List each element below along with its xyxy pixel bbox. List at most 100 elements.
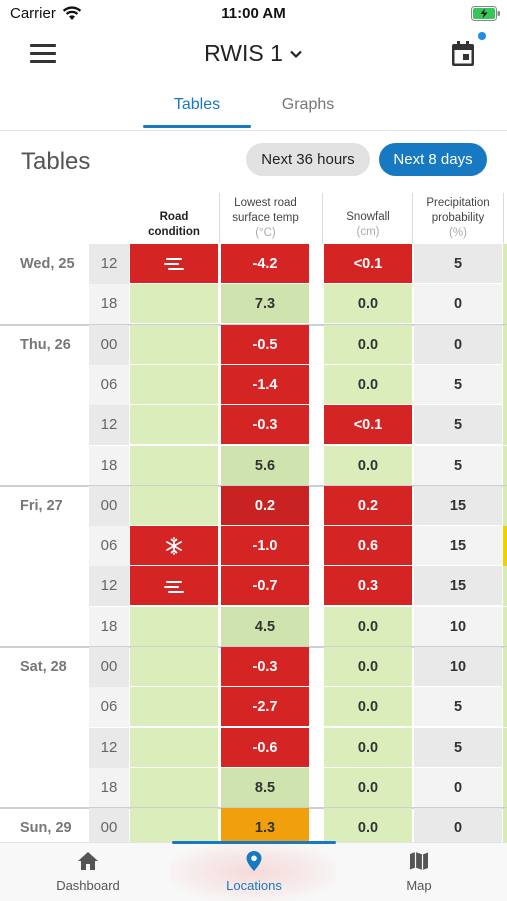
road-temp-cell[interactable]: 5.6 bbox=[221, 445, 309, 485]
snowfall-cell[interactable]: 0.3 bbox=[324, 566, 412, 606]
road-temp-cell[interactable]: -2.7 bbox=[221, 687, 309, 727]
snowfall-cell[interactable]: 0.0 bbox=[324, 606, 412, 646]
road-condition-cell[interactable] bbox=[130, 526, 218, 566]
precipitation-cell[interactable]: 15 bbox=[414, 526, 502, 566]
road-condition-cell[interactable] bbox=[130, 808, 218, 842]
precip-header-unit: (%) bbox=[449, 227, 467, 239]
precip-header-line1: Precipitation bbox=[426, 197, 490, 209]
day-label: Sat, 28 bbox=[20, 659, 67, 675]
road-temp-cell[interactable]: -1.4 bbox=[221, 364, 309, 404]
column-header-temperature: Lowest road surface temp (°C) bbox=[221, 196, 310, 241]
battery-charging-icon bbox=[471, 6, 500, 21]
view-tabs: Tables Graphs bbox=[0, 84, 507, 131]
precipitation-cell[interactable]: 5 bbox=[414, 445, 502, 485]
road-temp-cell[interactable]: -0.6 bbox=[221, 727, 309, 767]
precipitation-cell[interactable]: 5 bbox=[414, 687, 502, 727]
next-column-edge bbox=[503, 647, 507, 687]
notification-dot bbox=[478, 32, 486, 40]
precipitation-cell[interactable]: 0 bbox=[414, 284, 502, 324]
next-36-hours-button[interactable]: Next 36 hours bbox=[246, 143, 370, 176]
nav-dashboard-label: Dashboard bbox=[56, 878, 120, 893]
snowfall-cell[interactable]: 0.0 bbox=[324, 647, 412, 686]
road-temp-cell[interactable]: 0.2 bbox=[221, 485, 309, 525]
snowfall-cell[interactable]: 0.0 bbox=[324, 445, 412, 485]
road-condition-cell[interactable] bbox=[130, 647, 218, 686]
nav-map[interactable]: Map bbox=[359, 849, 479, 893]
column-divider bbox=[503, 193, 504, 243]
road-condition-cell[interactable] bbox=[130, 244, 218, 283]
snowfall-cell[interactable]: 0.2 bbox=[324, 485, 412, 525]
precipitation-cell[interactable]: 5 bbox=[414, 405, 502, 445]
next-column-edge bbox=[503, 485, 507, 526]
forecast-table[interactable]: Wed, 25 12 -4.2 <0.1 5 18 7.3 0.0 0 Thu, 26 00 -0.5… bbox=[0, 244, 507, 842]
road-temp-cell[interactable]: -0.3 bbox=[221, 405, 309, 445]
hour-label: 06 bbox=[89, 687, 129, 728]
tab-graphs[interactable]: Graphs bbox=[281, 96, 335, 113]
road-temp-cell[interactable]: 7.3 bbox=[221, 284, 309, 324]
next-column-edge bbox=[503, 606, 507, 647]
road-condition-cell[interactable] bbox=[130, 284, 218, 324]
calendar-icon[interactable] bbox=[450, 40, 476, 68]
next-8-days-button[interactable]: Next 8 days bbox=[379, 143, 487, 176]
precipitation-cell[interactable]: 5 bbox=[414, 244, 502, 283]
fog-icon bbox=[164, 256, 184, 272]
station-name: RWIS 1 bbox=[204, 40, 283, 66]
next-column-edge bbox=[503, 364, 507, 405]
road-condition-cell[interactable] bbox=[130, 405, 218, 445]
snowfall-cell[interactable]: 0.0 bbox=[324, 284, 412, 324]
precipitation-cell[interactable]: 0 bbox=[414, 808, 502, 842]
road-condition-cell[interactable] bbox=[130, 485, 218, 525]
precipitation-cell[interactable]: 10 bbox=[414, 647, 502, 686]
bottom-navigation: Dashboard Locations Map bbox=[0, 841, 507, 901]
map-icon bbox=[410, 852, 428, 870]
road-temp-cell[interactable]: 4.5 bbox=[221, 606, 309, 646]
snowfall-cell[interactable]: 0.0 bbox=[324, 687, 412, 727]
road-temp-cell[interactable]: -0.5 bbox=[221, 324, 309, 364]
hamburger-menu-icon[interactable] bbox=[30, 44, 56, 66]
nav-locations[interactable]: Locations bbox=[194, 849, 314, 893]
road-condition-cell[interactable] bbox=[130, 606, 218, 646]
fog-icon bbox=[164, 578, 184, 594]
road-temp-cell[interactable]: -4.2 bbox=[221, 244, 309, 283]
precipitation-cell[interactable]: 15 bbox=[414, 566, 502, 606]
precipitation-cell[interactable]: 0 bbox=[414, 767, 502, 807]
precipitation-cell[interactable]: 5 bbox=[414, 727, 502, 767]
road-temp-cell[interactable]: -0.3 bbox=[221, 647, 309, 686]
road-condition-cell[interactable] bbox=[130, 687, 218, 727]
carrier-label: Carrier bbox=[10, 5, 56, 22]
precipitation-cell[interactable]: 15 bbox=[414, 485, 502, 525]
hour-label: 18 bbox=[89, 767, 129, 808]
road-condition-cell[interactable] bbox=[130, 727, 218, 767]
road-temp-cell[interactable]: 1.3 bbox=[221, 808, 309, 842]
locations-active-indicator bbox=[172, 841, 336, 844]
precipitation-cell[interactable]: 5 bbox=[414, 364, 502, 404]
hour-label: 00 bbox=[89, 808, 129, 842]
hour-label: 00 bbox=[89, 647, 129, 687]
road-condition-cell[interactable] bbox=[130, 324, 218, 364]
snow-header-unit: (cm) bbox=[356, 226, 380, 238]
road-temp-cell[interactable]: -1.0 bbox=[221, 526, 309, 566]
snowfall-cell[interactable]: 0.6 bbox=[324, 526, 412, 566]
snowfall-cell[interactable]: 0.0 bbox=[324, 727, 412, 767]
road-condition-cell[interactable] bbox=[130, 364, 218, 404]
road-condition-cell[interactable] bbox=[130, 767, 218, 807]
road-condition-cell[interactable] bbox=[130, 445, 218, 485]
snowfall-cell[interactable]: <0.1 bbox=[324, 244, 412, 283]
location-pin-icon bbox=[246, 851, 262, 871]
snowfall-cell[interactable]: 0.0 bbox=[324, 767, 412, 807]
road-temp-cell[interactable]: 8.5 bbox=[221, 767, 309, 807]
snowfall-cell[interactable]: <0.1 bbox=[324, 405, 412, 445]
hour-label: 18 bbox=[89, 445, 129, 486]
hour-label: 12 bbox=[89, 727, 129, 768]
road-condition-cell[interactable] bbox=[130, 566, 218, 606]
snowfall-cell[interactable]: 0.0 bbox=[324, 808, 412, 842]
tab-tables[interactable]: Tables bbox=[173, 96, 221, 113]
station-dropdown[interactable]: RWIS 1 bbox=[204, 40, 303, 67]
nav-dashboard[interactable]: Dashboard bbox=[28, 849, 148, 893]
hour-label: 06 bbox=[89, 364, 129, 405]
road-temp-cell[interactable]: -0.7 bbox=[221, 566, 309, 606]
snowfall-cell[interactable]: 0.0 bbox=[324, 324, 412, 364]
snowfall-cell[interactable]: 0.0 bbox=[324, 364, 412, 404]
precipitation-cell[interactable]: 10 bbox=[414, 606, 502, 646]
precipitation-cell[interactable]: 0 bbox=[414, 324, 502, 364]
